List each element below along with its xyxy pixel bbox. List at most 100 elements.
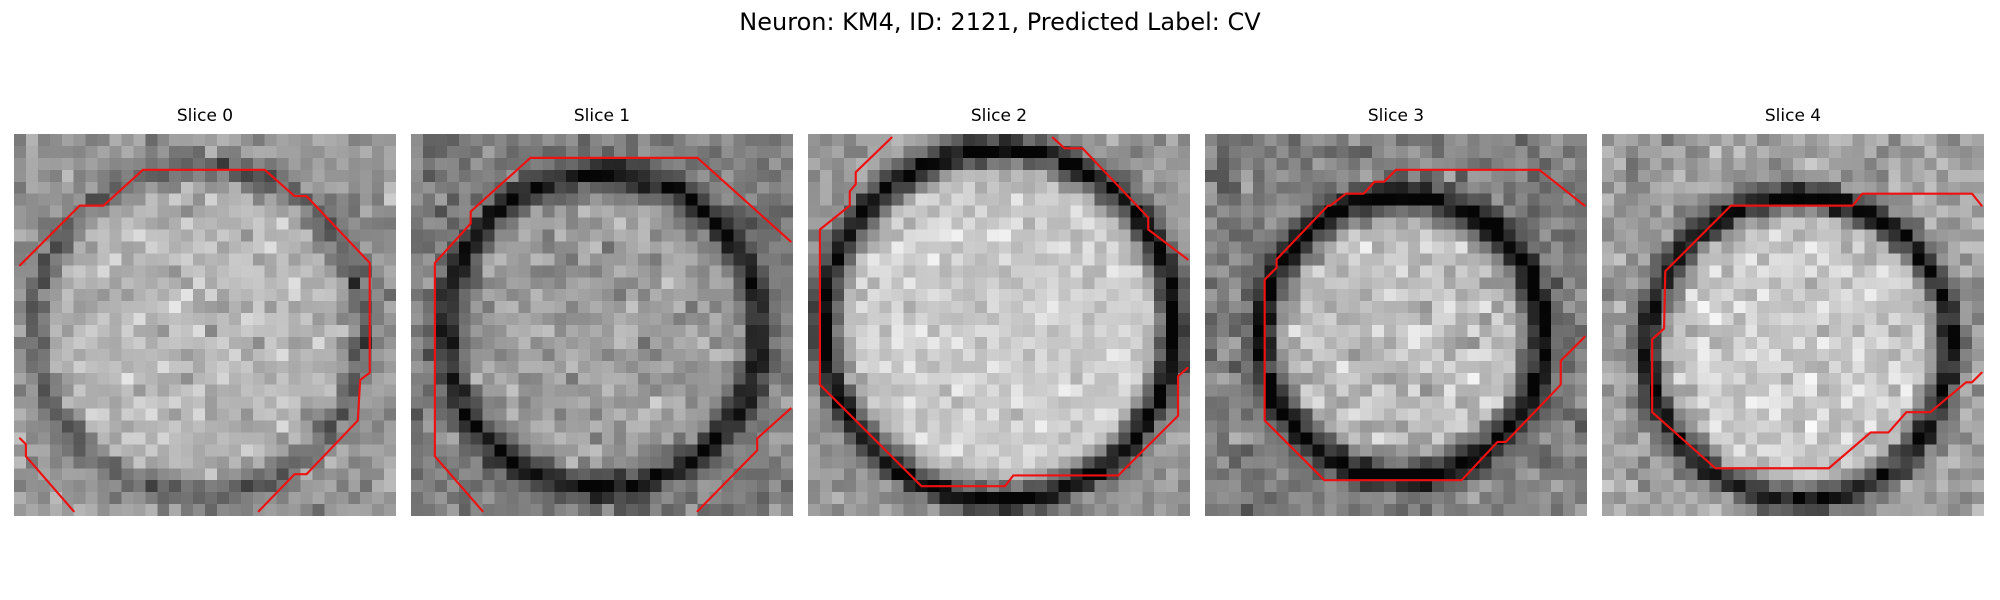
pixel (1733, 289, 1746, 302)
pixel (1649, 313, 1662, 326)
pixel (1781, 456, 1794, 469)
pixel (1804, 396, 1818, 409)
pixel (312, 360, 325, 373)
pixel (348, 157, 361, 171)
pixel (661, 229, 674, 242)
pixel (1228, 157, 1242, 171)
pixel (169, 492, 182, 505)
pixel (1733, 134, 1746, 147)
pixel (494, 420, 507, 433)
pixel (1082, 169, 1095, 182)
pixel (446, 217, 459, 230)
pixel (1252, 384, 1265, 397)
pixel (1178, 301, 1190, 314)
pixel (1539, 468, 1552, 481)
pixel (781, 348, 793, 362)
pixel (1431, 360, 1444, 373)
pixel (1804, 277, 1818, 290)
pixel (1419, 289, 1433, 302)
pixel (434, 504, 448, 516)
pixel (721, 157, 734, 171)
pixel (482, 492, 495, 505)
pixel (1010, 289, 1024, 302)
pixel (25, 205, 39, 218)
pixel (951, 336, 964, 350)
pixel (37, 348, 51, 362)
pixel (685, 301, 698, 314)
pixel (1166, 408, 1179, 421)
pixel (216, 313, 230, 326)
pixel (1515, 432, 1528, 445)
pixel (1757, 205, 1770, 218)
pixel (637, 504, 650, 516)
pixel (745, 336, 758, 350)
pixel (927, 229, 940, 242)
pixel (1467, 348, 1480, 362)
pixel (1649, 265, 1662, 278)
pixel (1264, 432, 1277, 445)
pixel (470, 336, 483, 350)
pixel (1094, 193, 1107, 206)
pixel (518, 420, 531, 433)
pixel (831, 432, 845, 445)
pixel (831, 468, 845, 481)
pixel (1166, 277, 1179, 290)
pixel (1312, 384, 1325, 397)
pixel (1673, 313, 1686, 326)
pixel (49, 468, 62, 481)
pixel (1936, 384, 1949, 397)
pixel (37, 289, 51, 302)
pixel (1793, 193, 1806, 206)
pixel (157, 217, 170, 230)
pixel (205, 289, 218, 302)
slice-image-1 (411, 134, 793, 516)
pixel (697, 384, 710, 397)
pixel (625, 396, 639, 409)
pixel (566, 492, 579, 505)
pixel (1852, 181, 1865, 194)
pixel (1082, 145, 1095, 159)
pixel (193, 157, 206, 171)
pixel (1625, 157, 1639, 171)
pixel (169, 408, 182, 421)
pixel (25, 408, 39, 421)
pixel (1661, 157, 1674, 171)
pixel (169, 456, 182, 469)
pixel (1757, 372, 1770, 385)
pixel (1178, 134, 1190, 147)
pixel (1443, 277, 1456, 290)
pixel (975, 313, 988, 326)
pixel (1539, 313, 1552, 326)
pixel (169, 217, 182, 230)
pixel (1563, 384, 1576, 397)
pixel (1455, 277, 1468, 290)
pixel (590, 336, 603, 350)
pixel (49, 504, 62, 516)
pixel (1154, 241, 1167, 254)
pixel (1407, 336, 1421, 350)
pixel (1106, 360, 1119, 373)
pixel (1431, 372, 1444, 385)
pixel (963, 277, 976, 290)
pixel (1324, 181, 1337, 194)
pixel (1673, 229, 1686, 242)
pixel (939, 420, 952, 433)
pixel (915, 432, 928, 445)
pixel (843, 492, 856, 505)
pixel (1058, 301, 1071, 314)
pixel (97, 348, 110, 362)
pixel (458, 253, 471, 266)
pixel (1384, 492, 1397, 505)
pixel (1010, 205, 1024, 218)
pixel (133, 480, 146, 493)
pixel (1900, 134, 1913, 147)
pixel (1575, 301, 1587, 314)
pixel (903, 134, 916, 147)
pixel (205, 145, 218, 159)
pixel (1515, 396, 1528, 409)
pixel (181, 468, 194, 481)
pixel (1252, 372, 1265, 385)
pixel (61, 420, 74, 433)
pixel (808, 169, 821, 182)
pixel (625, 468, 639, 481)
